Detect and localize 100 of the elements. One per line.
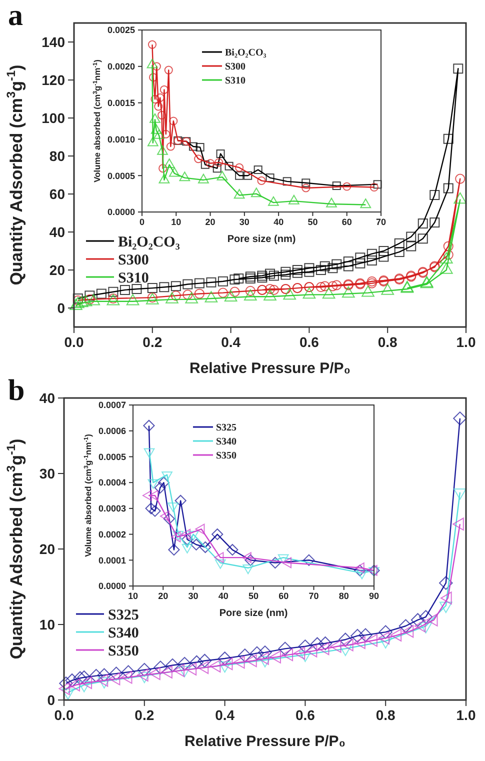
point — [75, 296, 88, 308]
point — [77, 670, 91, 684]
x-tick-label: 0.8 — [376, 707, 396, 723]
point — [206, 277, 216, 288]
point — [316, 282, 326, 292]
point — [378, 246, 389, 256]
point — [378, 252, 389, 262]
x-tick-label: 0.8 — [378, 334, 398, 350]
point — [394, 246, 404, 257]
y-tick-label: 0.0003 — [98, 504, 126, 514]
point — [355, 258, 366, 268]
point — [418, 218, 428, 228]
point — [278, 554, 289, 564]
point — [342, 286, 355, 298]
point — [96, 674, 108, 687]
y-tick-label: 0.0010 — [107, 134, 135, 144]
point — [212, 528, 224, 540]
legend-label: S350 — [216, 450, 237, 462]
point — [158, 110, 166, 120]
point — [214, 552, 224, 563]
point — [204, 291, 218, 302]
point — [132, 284, 142, 294]
y-tick-label: 60 — [49, 186, 66, 202]
y-tick-label: 0.0015 — [107, 98, 135, 108]
y-tick-label: 20 — [49, 262, 66, 278]
point — [310, 637, 324, 651]
y-tick-label: 100 — [42, 110, 66, 126]
y-tick-label: 30 — [39, 465, 56, 482]
x-tick-label: 30 — [239, 217, 250, 227]
point — [200, 160, 210, 169]
point — [368, 564, 380, 576]
x-axis-title: Pore size (nm) — [227, 234, 296, 245]
point — [89, 668, 104, 683]
point — [138, 662, 152, 677]
point — [120, 670, 132, 684]
point — [68, 678, 80, 692]
point — [439, 576, 453, 590]
point — [226, 544, 238, 556]
point — [304, 266, 314, 277]
point — [121, 665, 136, 679]
point — [440, 262, 453, 274]
point — [190, 655, 204, 670]
x-tick-label: 1.0 — [456, 334, 476, 350]
y-tick-label: 0.0005 — [98, 452, 126, 462]
point — [224, 290, 238, 302]
point — [264, 284, 276, 294]
point — [169, 116, 178, 126]
y-tick-label: 0.0002 — [98, 529, 126, 540]
point — [430, 218, 440, 228]
point — [282, 177, 292, 186]
point — [304, 263, 314, 274]
point — [221, 657, 233, 670]
point — [172, 530, 184, 540]
point — [224, 162, 234, 170]
point — [159, 282, 170, 292]
point — [158, 174, 170, 184]
point — [292, 265, 302, 275]
point — [278, 642, 292, 656]
point — [218, 652, 232, 666]
point — [147, 283, 158, 294]
y-tick-label: 80 — [49, 148, 66, 164]
point — [194, 278, 204, 288]
point — [142, 490, 152, 501]
point — [254, 166, 262, 174]
point — [418, 234, 428, 244]
point — [166, 142, 175, 151]
point — [440, 592, 452, 604]
x-tick-label: 0.4 — [215, 707, 235, 723]
point — [246, 654, 257, 668]
point — [152, 62, 161, 71]
point — [343, 261, 354, 272]
point — [373, 180, 382, 189]
point — [169, 167, 180, 177]
point — [355, 252, 366, 263]
point — [430, 190, 440, 200]
point — [170, 281, 181, 292]
legend-label: S310 — [225, 76, 246, 86]
point — [190, 538, 202, 550]
point — [230, 286, 240, 297]
point — [402, 624, 414, 638]
point — [356, 570, 368, 580]
legend-label: S340 — [216, 436, 237, 448]
point — [108, 286, 118, 297]
point — [163, 512, 175, 525]
point — [332, 182, 341, 190]
point — [181, 528, 191, 540]
point — [330, 640, 342, 653]
y-tick-label: 0 — [57, 300, 66, 316]
point — [250, 188, 262, 198]
x-tick-label: 0.6 — [299, 334, 320, 350]
y-tick-label: 0.0020 — [107, 62, 135, 72]
y-tick-label: 0.0000 — [107, 207, 135, 218]
chart-title: a — [8, 0, 23, 32]
point — [143, 420, 155, 432]
point — [195, 524, 205, 535]
point — [168, 544, 180, 556]
point — [182, 544, 193, 554]
point — [238, 648, 252, 662]
point — [188, 142, 198, 151]
point — [162, 130, 170, 138]
